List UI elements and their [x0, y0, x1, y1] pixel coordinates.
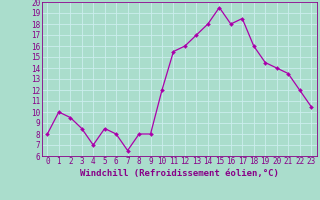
X-axis label: Windchill (Refroidissement éolien,°C): Windchill (Refroidissement éolien,°C) [80, 169, 279, 178]
